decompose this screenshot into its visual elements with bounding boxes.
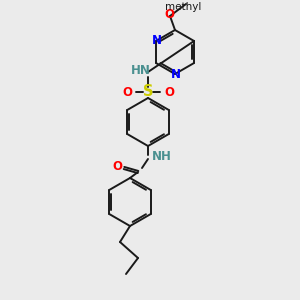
Text: NH: NH: [152, 151, 172, 164]
Text: N: N: [171, 68, 181, 82]
Text: S: S: [143, 85, 153, 100]
Text: methyl: methyl: [165, 2, 201, 12]
Text: O: O: [112, 160, 122, 173]
Text: O: O: [122, 85, 132, 98]
Text: HN: HN: [131, 64, 151, 76]
Text: O: O: [164, 8, 174, 22]
Text: N: N: [152, 34, 162, 47]
Text: O: O: [164, 85, 174, 98]
